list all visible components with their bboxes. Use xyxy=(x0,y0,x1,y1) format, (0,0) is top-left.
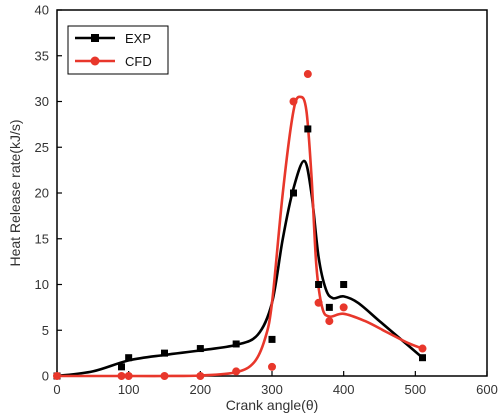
y-tick-label: 40 xyxy=(35,3,49,18)
cfd-data-point xyxy=(289,97,298,106)
exp-data-point xyxy=(304,125,312,133)
y-tick-label: 15 xyxy=(35,231,49,246)
fit-curves xyxy=(56,95,424,378)
cfd-data-point xyxy=(339,303,348,312)
legend-cfd-marker xyxy=(90,56,100,66)
y-tick-label: 30 xyxy=(35,94,49,109)
x-tick-label: 600 xyxy=(476,382,498,397)
cfd-data-point xyxy=(314,298,323,307)
x-tick-label: 100 xyxy=(118,382,140,397)
exp-data-point xyxy=(290,189,297,197)
exp-data-point xyxy=(419,354,426,362)
exp-data-point xyxy=(196,345,204,353)
x-tick-label: 300 xyxy=(261,382,283,397)
y-tick-label: 5 xyxy=(42,323,49,338)
cfd-data-point xyxy=(160,372,169,380)
exp-data-point xyxy=(118,363,125,371)
x-tick-label: 200 xyxy=(189,382,211,397)
y-tick-label: 35 xyxy=(35,48,49,63)
exp-fit-curve xyxy=(56,159,424,378)
y-axis-title: Heat Release rate(kJ/s) xyxy=(7,119,23,266)
y-tick-label: 25 xyxy=(35,140,49,155)
x-tick-label: 400 xyxy=(333,382,355,397)
exp-data-point xyxy=(232,340,240,348)
cfd-data-point xyxy=(232,367,241,376)
y-tick-label: 20 xyxy=(35,186,49,201)
exp-data-point xyxy=(268,335,276,343)
cfd-data-point xyxy=(418,344,427,353)
cfd-data-point xyxy=(325,317,334,326)
axis-ticks: 0 100 200 300 400 500 600 0 5 10 15 20 25 30 35 40 xyxy=(35,3,498,398)
y-tick-label: 10 xyxy=(35,277,49,292)
exp-data-point xyxy=(125,354,133,362)
legend-box xyxy=(67,25,169,75)
cfd-data-point xyxy=(196,372,205,380)
cfd-data-point xyxy=(303,70,312,79)
exp-data-point xyxy=(325,303,333,311)
cfd-fit-curve xyxy=(57,95,423,378)
cfd-data-point xyxy=(268,362,276,371)
legend-cfd-label: CFD xyxy=(125,54,152,69)
cfd-data-point xyxy=(53,372,61,380)
cfd-data-point xyxy=(117,372,126,380)
cfd-data-point xyxy=(124,372,133,380)
exp-data-point xyxy=(340,281,348,288)
exp-data-point xyxy=(161,349,168,357)
exp-data-point xyxy=(315,281,323,288)
legend-exp-label: EXP xyxy=(125,31,151,46)
x-tick-label: 0 xyxy=(53,382,60,397)
x-axis-title: Crank angle(θ) xyxy=(226,397,319,413)
x-tick-label: 500 xyxy=(404,382,426,397)
y-tick-label: 0 xyxy=(42,369,49,384)
legend: EXP CFD xyxy=(67,25,169,75)
data-markers xyxy=(53,70,427,380)
legend-exp-marker xyxy=(91,34,99,42)
